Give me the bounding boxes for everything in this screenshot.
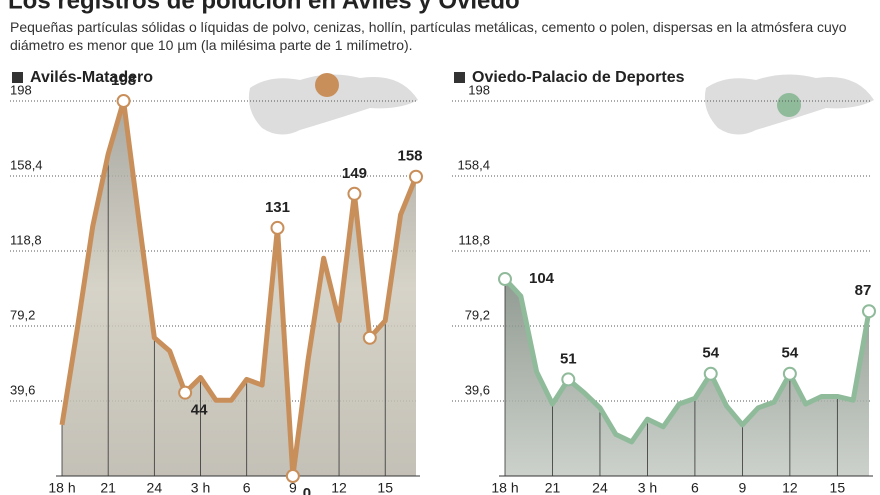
- marker: [285, 469, 300, 483]
- data-label: 87: [855, 282, 872, 299]
- marker: [270, 220, 285, 235]
- data-label: 54: [782, 345, 799, 362]
- map-dot: [315, 73, 339, 97]
- data-label: 44: [191, 402, 208, 419]
- line: [59, 98, 419, 479]
- y-tick-label: 158,4: [10, 157, 43, 172]
- x-tick-label: 6: [243, 480, 251, 495]
- y-tick-label: 39,6: [10, 382, 35, 397]
- subtitle: Pequeñas partículas sólidas o líquidas d…: [10, 19, 847, 53]
- y-tick-label: 118,8: [458, 232, 490, 247]
- x-tick-label: 3 h: [638, 480, 657, 495]
- title: Los registros de polución en Avilés y Ov…: [8, 0, 520, 14]
- legend-square: [12, 72, 23, 83]
- x-tick-label: 18 h: [48, 480, 75, 495]
- x-tick-label: 15: [377, 480, 393, 495]
- y-tick-label: 158,4: [457, 157, 490, 172]
- marker: [178, 385, 193, 400]
- data-label: 198: [111, 72, 136, 89]
- marker: [116, 94, 131, 108]
- marker: [362, 330, 377, 345]
- x-tick-label: 9: [738, 480, 746, 495]
- data-label: 131: [265, 199, 290, 216]
- data-label: 51: [560, 350, 577, 367]
- marker: [498, 272, 512, 287]
- marker: [703, 366, 718, 381]
- legend-square: [454, 72, 465, 83]
- data-label: 104: [529, 270, 555, 287]
- x-tick-label: 21: [545, 480, 561, 495]
- panel-title: Avilés-Matadero: [30, 69, 153, 86]
- area: [505, 279, 869, 476]
- y-tick-label: 198: [468, 82, 490, 97]
- x-tick-label: 12: [331, 480, 347, 495]
- panel-title: Oviedo-Palacio de Deportes: [472, 69, 685, 86]
- marker: [561, 372, 576, 387]
- x-tick-label: 24: [147, 480, 163, 495]
- marker: [782, 366, 797, 381]
- marker: [347, 186, 362, 201]
- y-tick-label: 79,2: [465, 307, 490, 322]
- y-tick-label: 118,8: [10, 232, 42, 247]
- data-label: 149: [342, 165, 367, 182]
- data-label: 0: [303, 485, 311, 495]
- x-tick-label: 6: [691, 480, 699, 495]
- marker: [862, 304, 876, 319]
- x-tick-label: 12: [782, 480, 798, 495]
- x-tick-label: 24: [592, 480, 608, 495]
- data-label: 54: [702, 345, 719, 362]
- x-tick-label: 15: [830, 480, 846, 495]
- map-dot: [777, 93, 801, 117]
- x-tick-label: 9: [289, 480, 297, 495]
- x-tick-label: 21: [100, 480, 116, 495]
- map-asturias: [248, 74, 418, 135]
- marker: [409, 169, 423, 184]
- area: [62, 101, 416, 476]
- x-tick-label: 3 h: [191, 480, 210, 495]
- y-tick-label: 79,2: [10, 307, 35, 322]
- y-tick-label: 198: [10, 82, 32, 97]
- x-tick-label: 18 h: [491, 480, 518, 495]
- data-label: 158: [397, 148, 422, 165]
- y-tick-label: 39,6: [465, 382, 490, 397]
- subtitle-box: Pequeñas partículas sólidas o líquidas d…: [10, 19, 847, 53]
